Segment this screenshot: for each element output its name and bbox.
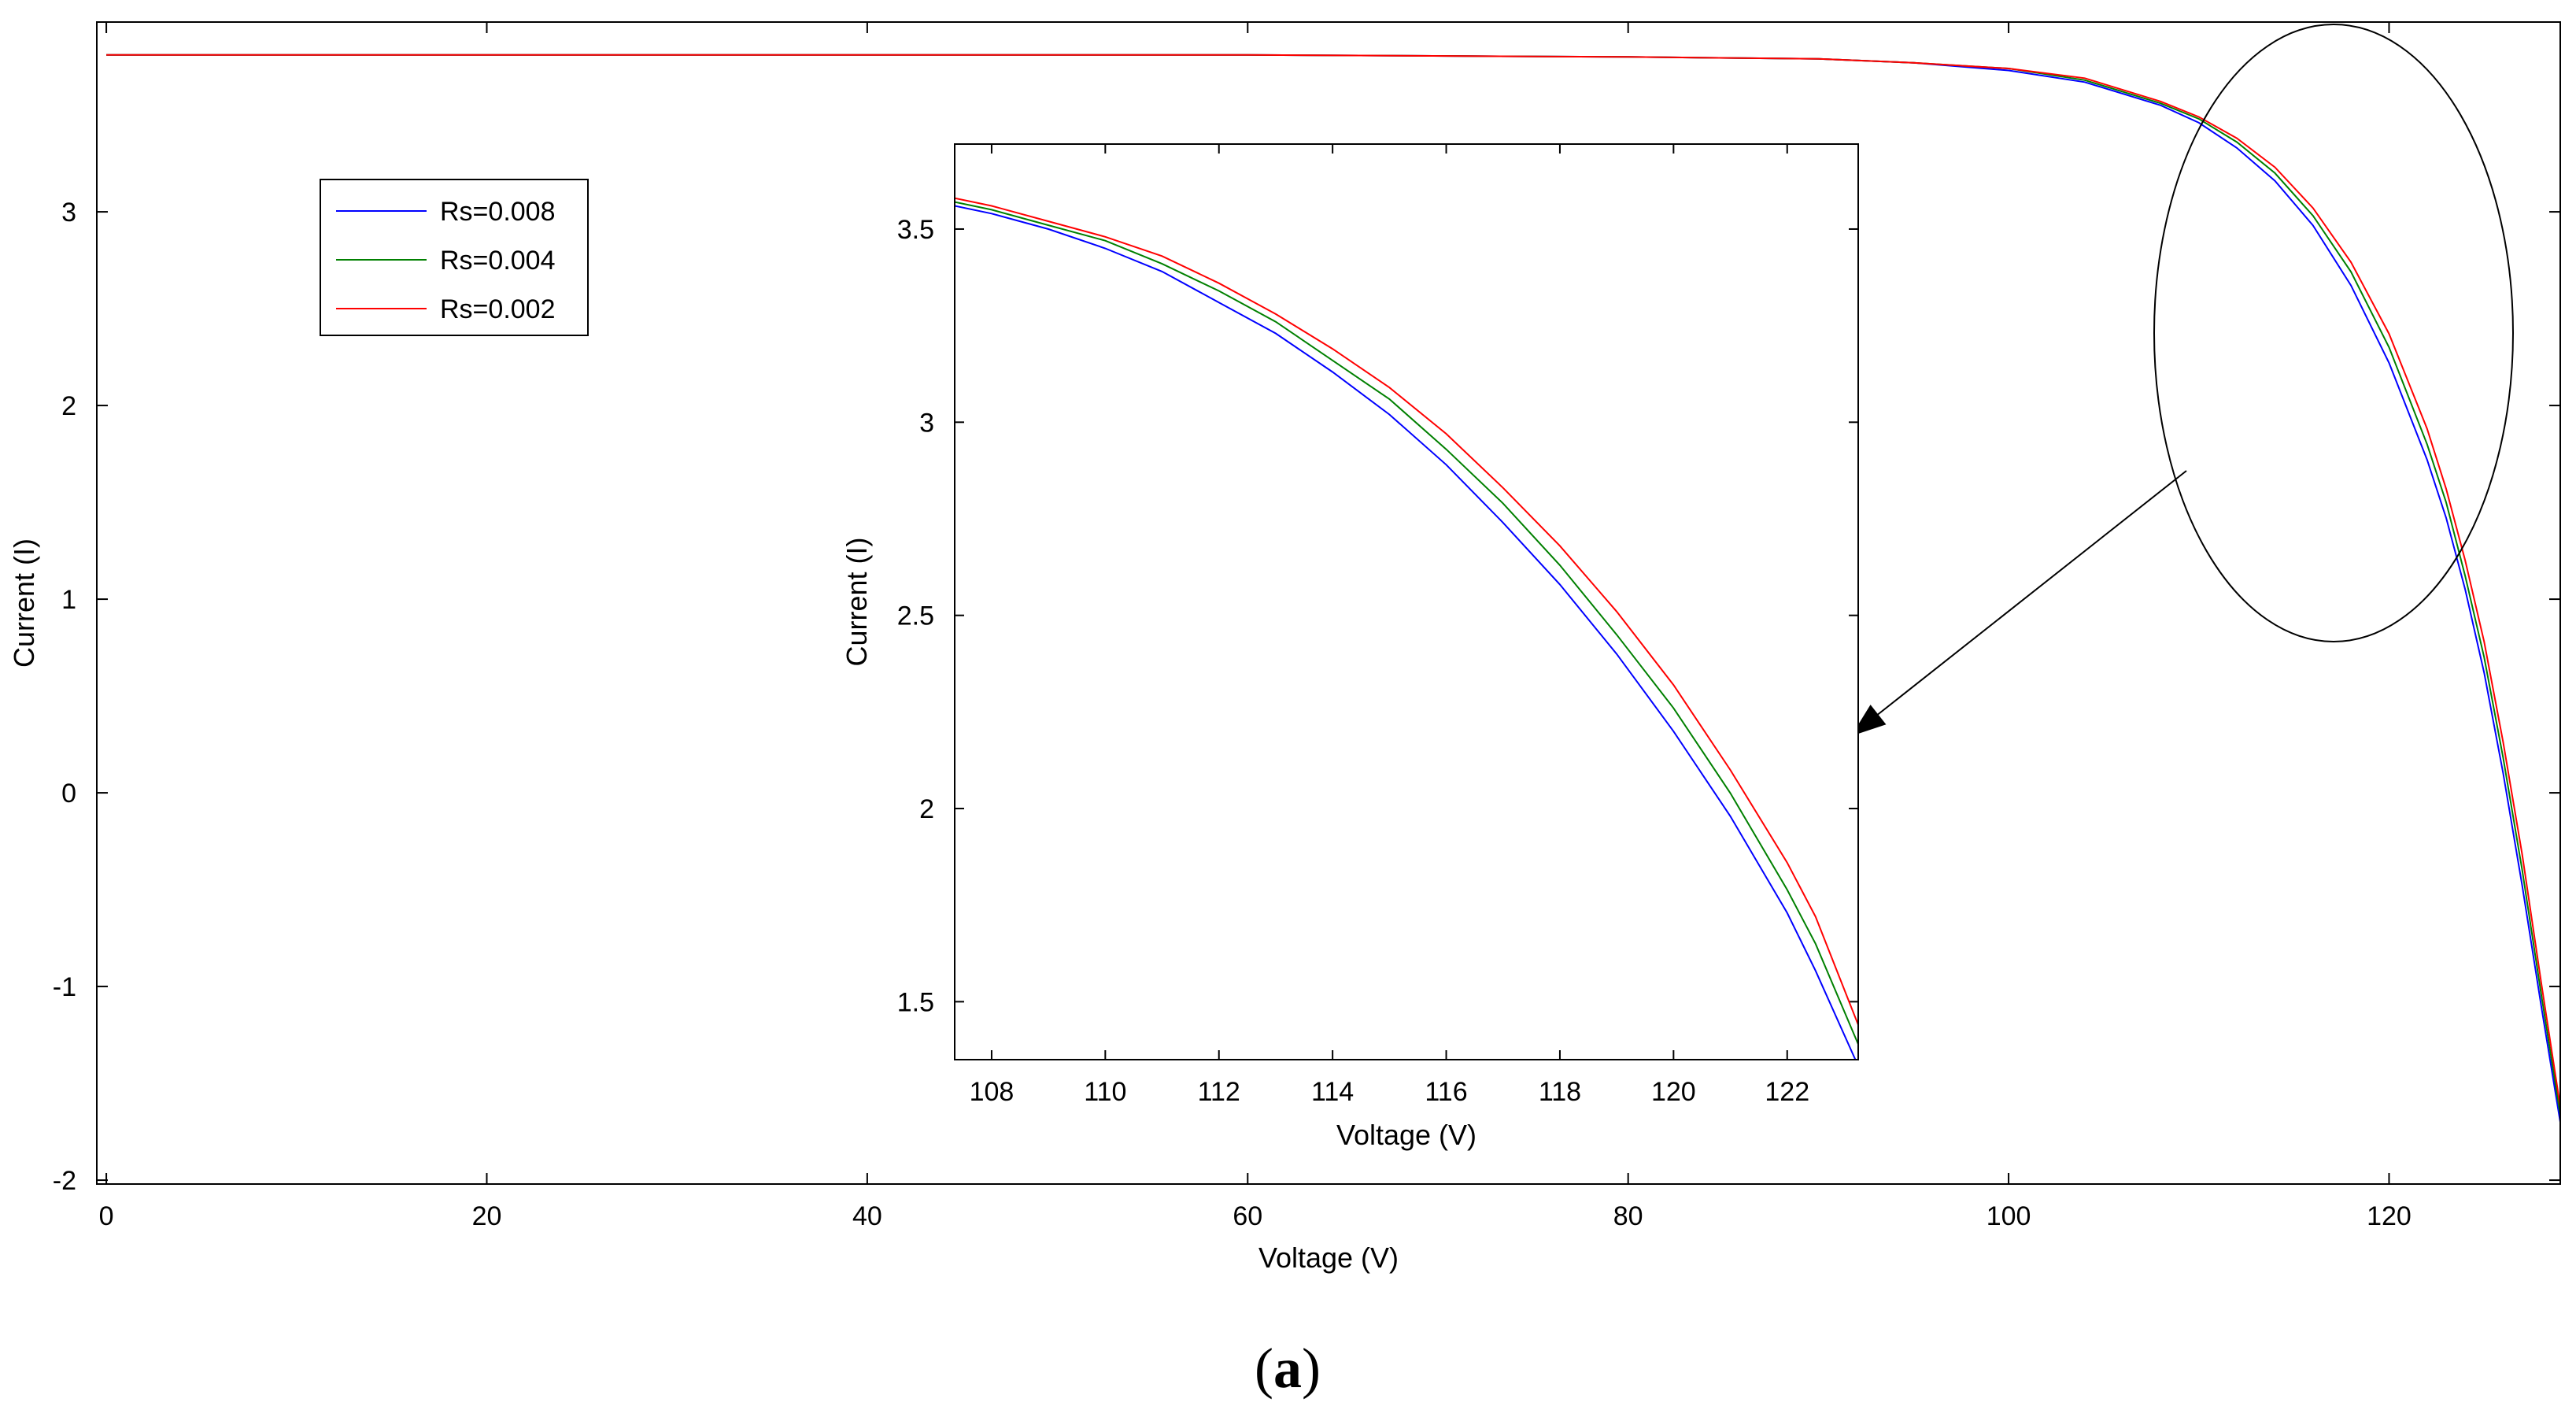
inset-y-tick-label: 3.5 (897, 215, 934, 245)
zoom-arrow-head (1851, 705, 1887, 736)
inset-x-tick-label: 122 (1765, 1077, 1809, 1107)
caption-open-paren: ( (1255, 1337, 1273, 1400)
inset-plot-frame (954, 143, 1859, 1060)
caption-close-paren: ) (1302, 1337, 1321, 1400)
inset-series-line-rs-0-002 (955, 197, 1858, 1026)
inset-y-tick-label: 2 (919, 794, 934, 824)
inset-x-tick-label: 118 (1539, 1077, 1581, 1107)
main-y-tick-label: 1 (61, 585, 76, 615)
legend-label: Rs=0.008 (440, 197, 556, 227)
main-series-line-rs-0-002 (106, 54, 2560, 1107)
main-x-tick-label: 120 (2367, 1201, 2412, 1231)
legend-entries: Rs=0.008 Rs=0.004 Rs=0.002 (336, 197, 556, 324)
main-x-tick-label: 20 (472, 1201, 502, 1231)
inset-x-tick-label: 114 (1311, 1077, 1354, 1107)
inset-y-axis-label: Current (I) (841, 537, 873, 666)
main-chart: 0 20 40 60 80 100 120 -2 -1 0 1 2 3 Voltage (V) Curr… (8, 21, 2561, 1274)
main-series (106, 54, 2560, 1123)
inset-series-line-rs-0-004 (955, 201, 1858, 1045)
main-x-tick-label: 60 (1233, 1201, 1262, 1231)
zoom-annotation (1851, 24, 2514, 736)
inset-x-tick-label: 112 (1198, 1077, 1240, 1107)
panel-caption: (a) (1255, 1337, 1321, 1400)
main-x-tick-label: 0 (99, 1201, 114, 1231)
main-x-tick-label: 100 (1987, 1201, 2031, 1231)
main-y-axis-label: Current (I) (8, 538, 40, 668)
main-x-tick-label: 40 (852, 1201, 882, 1231)
main-y-tick-label: 3 (61, 198, 76, 228)
inset-series-line-rs-0-008 (955, 205, 1857, 1060)
zoom-arrow-line (1868, 470, 2187, 723)
inset-x-tick-label: 120 (1651, 1077, 1696, 1107)
inset-series (955, 197, 1858, 1060)
main-ticks: 0 20 40 60 80 100 120 -2 -1 0 1 2 3 (53, 22, 2560, 1231)
inset-y-tick-label: 2.5 (897, 601, 934, 631)
zoom-ellipse (2153, 24, 2514, 642)
inset-x-tick-label: 116 (1425, 1077, 1467, 1107)
main-y-tick-label: -1 (53, 972, 76, 1002)
main-x-tick-label: 80 (1613, 1201, 1643, 1231)
legend-label: Rs=0.004 (440, 246, 556, 276)
inset-chart: 108 110 112 114 116 118 120 122 1.5 2 2.5 3 3.5 Volt… (841, 143, 1859, 1151)
main-x-axis-label: Voltage (V) (1258, 1242, 1399, 1274)
inset-y-tick-label: 3 (919, 408, 934, 438)
legend-label: Rs=0.002 (440, 294, 556, 324)
main-plot-frame (96, 21, 2561, 1185)
inset-x-axis-label: Voltage (V) (1336, 1119, 1476, 1151)
caption-letter: a (1273, 1337, 1302, 1400)
inset-x-tick-label: 108 (970, 1077, 1015, 1107)
inset-x-tick-label: 110 (1084, 1077, 1126, 1107)
inset-y-tick-label: 1.5 (897, 987, 934, 1017)
legend: Rs=0.008 Rs=0.004 Rs=0.002 (320, 179, 589, 336)
main-y-tick-label: -2 (53, 1166, 76, 1196)
inset-ticks: 108 110 112 114 116 118 120 122 1.5 2 2.5 3 3.5 (897, 144, 1858, 1107)
inset-background (955, 144, 1858, 1060)
main-y-tick-label: 2 (61, 391, 76, 421)
main-y-tick-label: 0 (61, 779, 76, 809)
